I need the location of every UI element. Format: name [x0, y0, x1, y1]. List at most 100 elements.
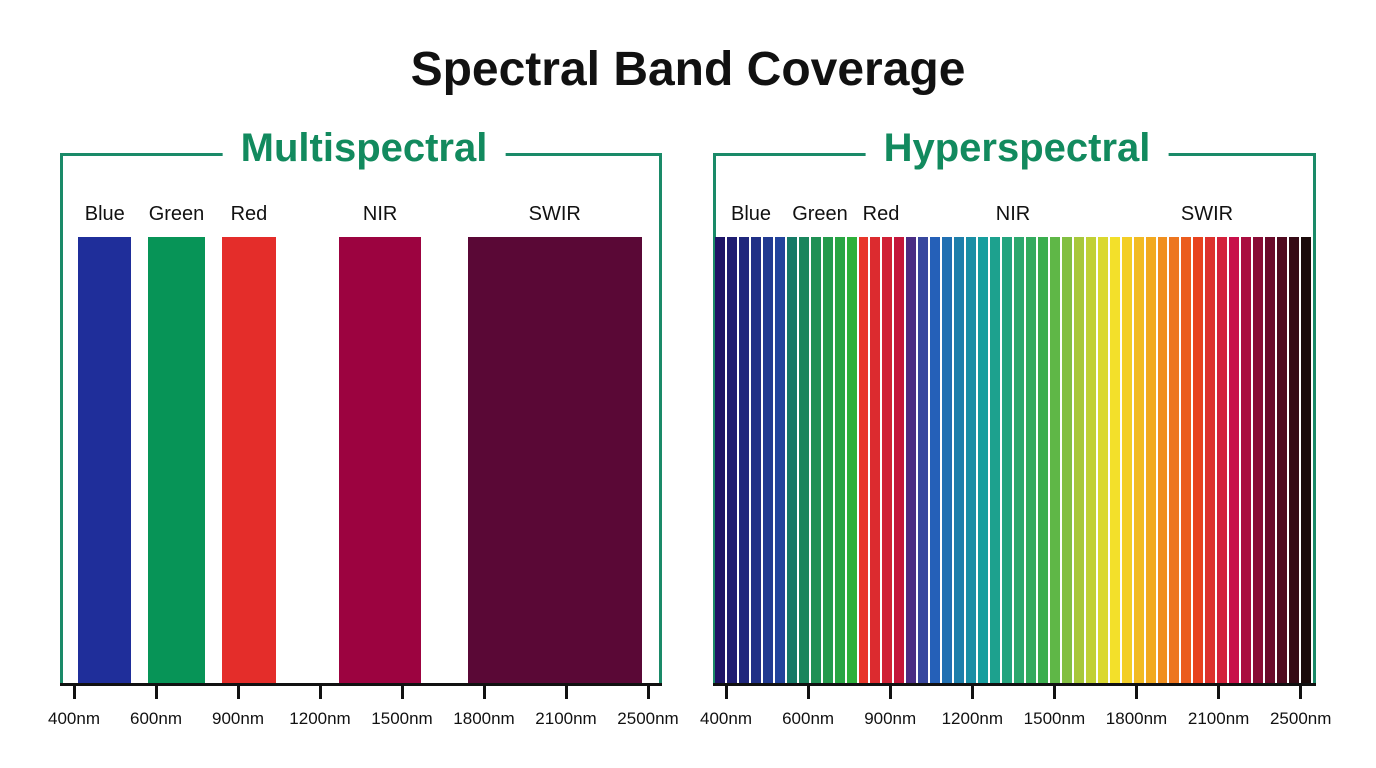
- hyperspectral-band: [1229, 237, 1240, 683]
- axis-tick: [806, 685, 810, 699]
- hyperspectral-band: [1145, 237, 1156, 683]
- axis-tick: [970, 685, 974, 699]
- hyperspectral-band: [1014, 237, 1024, 683]
- hyperspectral-band: [1133, 237, 1144, 683]
- x-axis: [60, 683, 662, 686]
- page-title: Spectral Band Coverage: [410, 43, 966, 96]
- tick-label: 400nm: [700, 709, 752, 728]
- axis-tick: [1217, 685, 1221, 699]
- axis-tick: [646, 685, 650, 699]
- tick-label: 1800nm: [1105, 709, 1168, 728]
- hyperspectral-band: [1169, 237, 1180, 683]
- multispectral-title: Multispectral: [222, 126, 506, 171]
- hyperspectral-band: [978, 237, 989, 683]
- hyperspectral-band: [1217, 237, 1228, 683]
- hyperspectral-band: [750, 237, 761, 683]
- axis-tick: [400, 685, 404, 699]
- hyperspectral-band: [1289, 237, 1300, 683]
- tick-label: 1200nm: [941, 709, 1004, 728]
- tick-label: 900nm: [212, 709, 264, 728]
- tick-label: 2100nm: [535, 709, 597, 728]
- tick-label: 600nm: [130, 709, 182, 728]
- hyperspectral-band: [990, 237, 1001, 683]
- band-label-swir: SWIR: [528, 203, 581, 225]
- axis-tick: [318, 685, 322, 699]
- hyperspectral-band: [1073, 237, 1084, 683]
- hyperspectral-band: [1025, 237, 1036, 683]
- hyperspectral-band: [1109, 237, 1120, 683]
- hyperspectral-band: [1265, 237, 1276, 683]
- hyperspectral-band: [1061, 237, 1072, 683]
- hyperspectral-band: [810, 237, 821, 683]
- hyperspectral-band: [882, 237, 893, 683]
- hyperspectral-band: [1301, 237, 1311, 683]
- hyperspectral-band: [930, 237, 941, 683]
- hyperspectral-band: [1121, 237, 1132, 683]
- band-bar-nir: [339, 237, 422, 683]
- tick-label: 2100nm: [1187, 709, 1250, 728]
- band-bar-swir: [467, 237, 642, 683]
- hyperspectral-band: [822, 237, 833, 683]
- hyperspectral-band: [942, 237, 953, 683]
- hyperspectral-band: [834, 237, 845, 683]
- hyperspectral-band: [774, 237, 785, 683]
- band-label-red: Red: [230, 203, 268, 225]
- hyperspectral-band: [894, 237, 905, 683]
- region-label-swir: SWIR: [1180, 203, 1234, 225]
- tick-label: 1200nm: [289, 709, 351, 728]
- hyperspectral-band: [1181, 237, 1192, 683]
- axis-tick: [1299, 685, 1303, 699]
- hyperspectral-band: [786, 237, 797, 683]
- hyperspectral-band: [726, 237, 737, 683]
- band-bar-red: [221, 237, 277, 683]
- axis-tick: [564, 685, 568, 699]
- axis-tick: [72, 685, 76, 699]
- axis-tick: [154, 685, 158, 699]
- band-label-green: Green: [148, 203, 205, 225]
- hyperspectral-band: [846, 237, 857, 683]
- tick-label: 1500nm: [371, 709, 433, 728]
- hyperspectral-band: [715, 237, 725, 683]
- hyperspectral-band: [762, 237, 773, 683]
- axis-tick: [1135, 685, 1138, 699]
- band-bar-blue: [78, 237, 132, 683]
- region-label-red: Red: [862, 203, 900, 225]
- hyperspectral-band: [1002, 237, 1012, 683]
- hyperspectral-band: [1085, 237, 1096, 683]
- region-label-blue: Blue: [730, 203, 772, 225]
- region-label-green: Green: [792, 203, 848, 225]
- tick-label: 1800nm: [453, 709, 515, 728]
- hyperspectral-band: [738, 237, 749, 683]
- hyperspectral-band: [1157, 237, 1168, 683]
- hyperspectral-band: [1037, 237, 1048, 683]
- axis-tick: [482, 685, 486, 699]
- hyperspectral-panel: Hyperspectral: [713, 126, 1316, 684]
- tick-label: 400nm: [48, 709, 100, 728]
- tick-label: 600nm: [782, 709, 835, 728]
- hyperspectral-band: [1049, 237, 1060, 683]
- axis-tick: [724, 685, 728, 699]
- hyperspectral-band: [1253, 237, 1264, 683]
- tick-label: 1500nm: [1023, 709, 1086, 728]
- hyperspectral-band: [918, 237, 929, 683]
- multispectral-panel: Multispectral: [60, 126, 662, 684]
- x-axis: [713, 683, 1316, 686]
- hyperspectral-band: [906, 237, 917, 683]
- axis-tick: [1052, 685, 1056, 699]
- band-label-blue: Blue: [84, 203, 125, 225]
- tick-label: 2500nm: [1269, 709, 1332, 728]
- axis-tick: [888, 685, 892, 699]
- hyperspectral-band: [1205, 237, 1216, 683]
- hyperspectral-band: [1193, 237, 1204, 683]
- hyperspectral-title: Hyperspectral: [865, 126, 1169, 171]
- axis-tick: [236, 685, 240, 699]
- hyperspectral-band: [858, 237, 869, 683]
- hyperspectral-band: [870, 237, 881, 683]
- hyperspectral-band: [1277, 237, 1288, 683]
- hyperspectral-band: [1097, 237, 1108, 683]
- band-bar-green: [147, 237, 206, 683]
- tick-label: 900nm: [864, 709, 917, 728]
- hyperspectral-band: [1241, 237, 1252, 683]
- tick-label: 2500nm: [617, 709, 679, 728]
- hyperspectral-band: [954, 237, 965, 683]
